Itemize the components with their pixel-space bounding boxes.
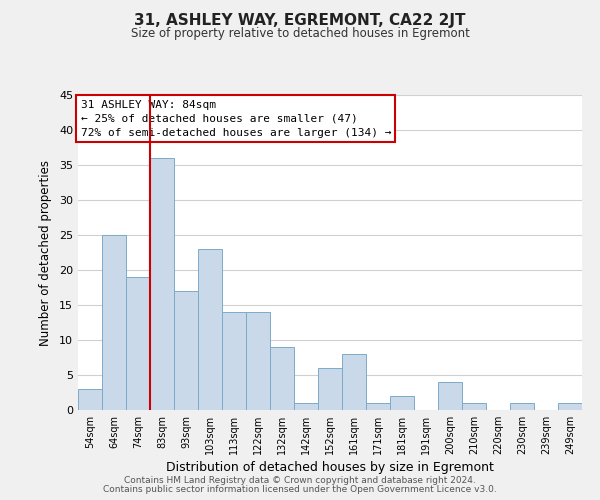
Bar <box>174 291 198 410</box>
Bar <box>510 403 534 410</box>
Bar <box>126 277 150 410</box>
Bar <box>318 368 342 410</box>
Bar <box>558 403 582 410</box>
X-axis label: Distribution of detached houses by size in Egremont: Distribution of detached houses by size … <box>166 461 494 474</box>
Bar <box>150 158 174 410</box>
Bar <box>246 312 270 410</box>
Bar <box>198 249 222 410</box>
Bar <box>366 403 390 410</box>
Bar <box>390 396 414 410</box>
Bar <box>78 389 102 410</box>
Text: Contains public sector information licensed under the Open Government Licence v3: Contains public sector information licen… <box>103 485 497 494</box>
Bar <box>102 235 126 410</box>
Text: 31 ASHLEY WAY: 84sqm
← 25% of detached houses are smaller (47)
72% of semi-detac: 31 ASHLEY WAY: 84sqm ← 25% of detached h… <box>80 100 391 138</box>
Bar <box>294 403 318 410</box>
Text: Size of property relative to detached houses in Egremont: Size of property relative to detached ho… <box>131 28 469 40</box>
Text: Contains HM Land Registry data © Crown copyright and database right 2024.: Contains HM Land Registry data © Crown c… <box>124 476 476 485</box>
Bar <box>462 403 486 410</box>
Y-axis label: Number of detached properties: Number of detached properties <box>39 160 52 346</box>
Bar <box>270 347 294 410</box>
Bar <box>438 382 462 410</box>
Bar <box>342 354 366 410</box>
Bar <box>222 312 246 410</box>
Text: 31, ASHLEY WAY, EGREMONT, CA22 2JT: 31, ASHLEY WAY, EGREMONT, CA22 2JT <box>134 12 466 28</box>
